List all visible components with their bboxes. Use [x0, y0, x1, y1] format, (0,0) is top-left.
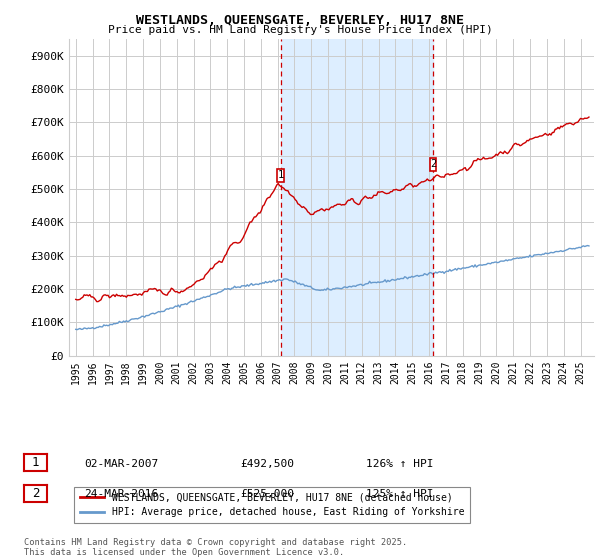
FancyBboxPatch shape — [430, 158, 436, 171]
Text: Price paid vs. HM Land Registry's House Price Index (HPI): Price paid vs. HM Land Registry's House … — [107, 25, 493, 35]
Text: 2: 2 — [430, 160, 436, 170]
Legend: WESTLANDS, QUEENSGATE, BEVERLEY, HU17 8NE (detached house), HPI: Average price, : WESTLANDS, QUEENSGATE, BEVERLEY, HU17 8N… — [74, 487, 470, 523]
Text: £492,500: £492,500 — [240, 459, 294, 469]
Text: 2: 2 — [32, 487, 39, 500]
Text: 24-MAR-2016: 24-MAR-2016 — [84, 489, 158, 500]
Text: Contains HM Land Registry data © Crown copyright and database right 2025.
This d: Contains HM Land Registry data © Crown c… — [24, 538, 407, 557]
Text: £525,000: £525,000 — [240, 489, 294, 500]
Text: 1: 1 — [32, 456, 39, 469]
Bar — [281, 39, 433, 356]
Text: 02-MAR-2007: 02-MAR-2007 — [84, 459, 158, 469]
Text: 126% ↑ HPI: 126% ↑ HPI — [366, 459, 433, 469]
FancyBboxPatch shape — [277, 169, 284, 181]
Text: 125% ↑ HPI: 125% ↑ HPI — [366, 489, 433, 500]
Text: 1: 1 — [277, 170, 284, 180]
Text: WESTLANDS, QUEENSGATE, BEVERLEY, HU17 8NE: WESTLANDS, QUEENSGATE, BEVERLEY, HU17 8N… — [136, 14, 464, 27]
